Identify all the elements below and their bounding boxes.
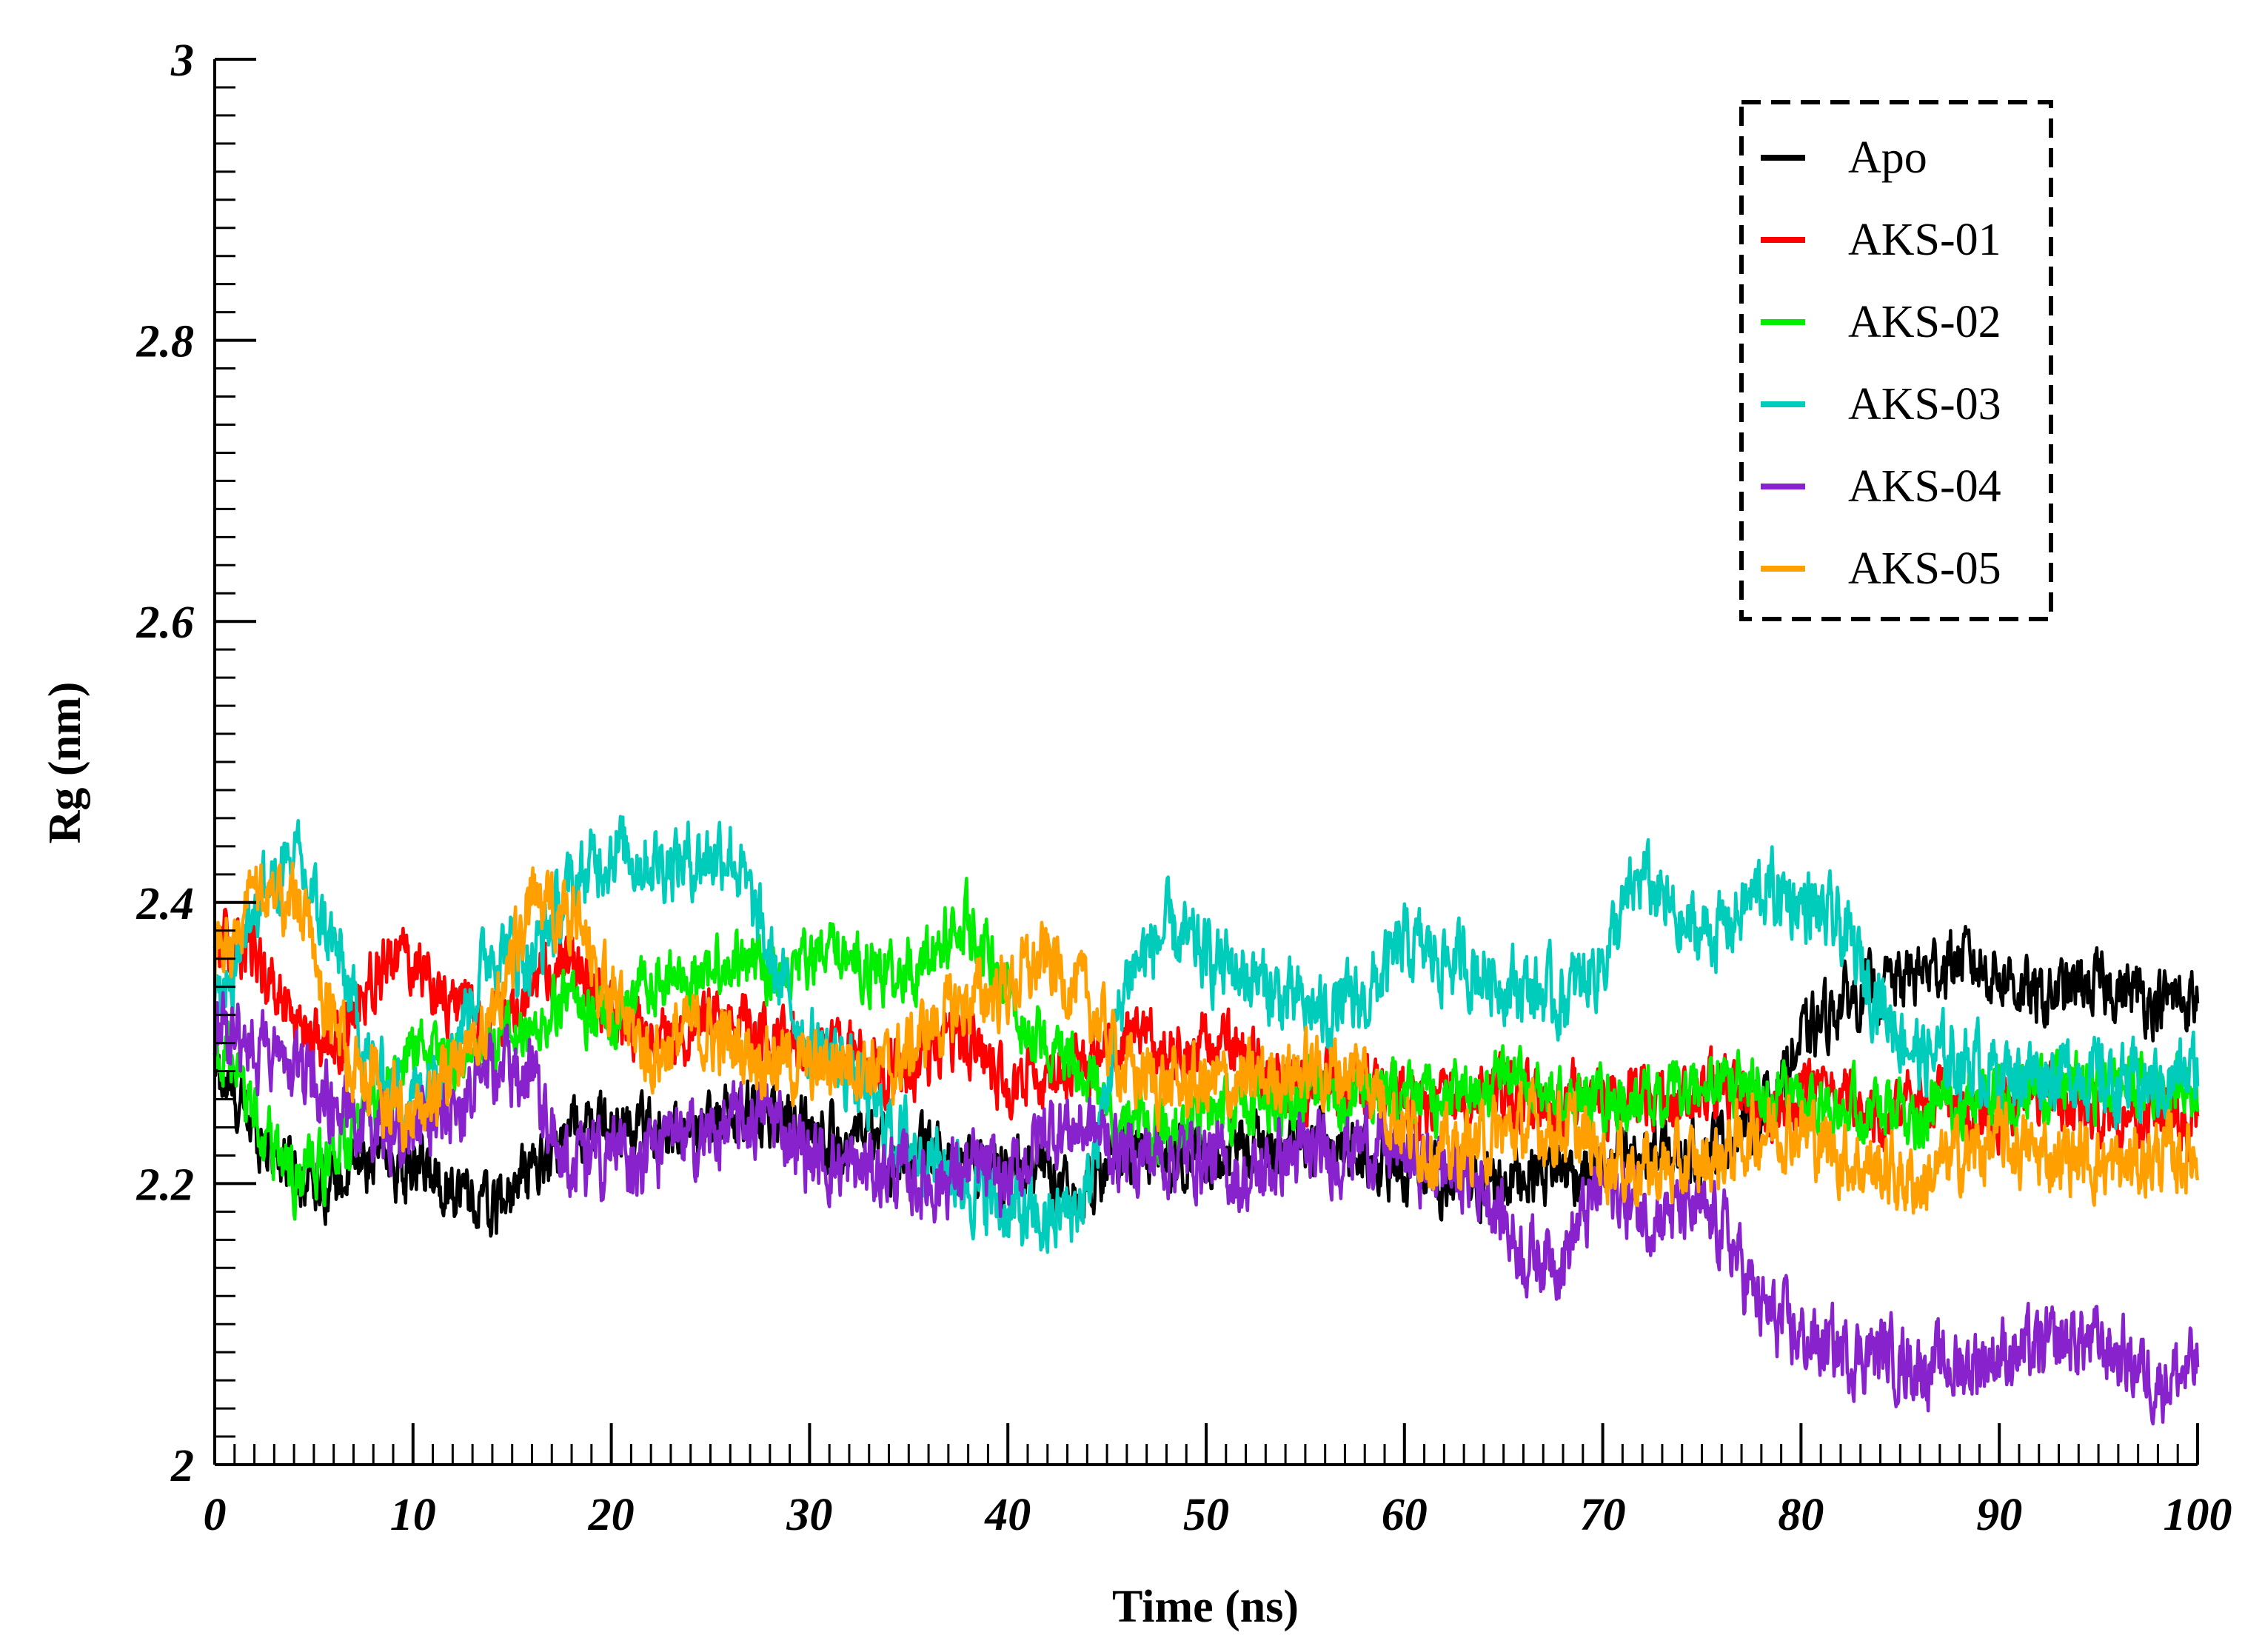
x-tick-label: 50 xyxy=(1183,1490,1229,1540)
x-tick-label: 0 xyxy=(204,1490,227,1540)
x-tick-label: 20 xyxy=(588,1490,635,1540)
y-tick-label: 2.4 xyxy=(136,879,195,929)
legend-label-aks-05: AKS-05 xyxy=(1848,544,2001,594)
legend-box xyxy=(1739,100,2053,621)
x-tick-label: 10 xyxy=(390,1490,436,1540)
x-tick-label: 90 xyxy=(1976,1490,2022,1540)
x-tick-label: 70 xyxy=(1580,1490,1626,1540)
legend-label-aks-04: AKS-04 xyxy=(1848,461,2001,512)
y-tick-label: 2.2 xyxy=(136,1160,195,1210)
y-axis-title: Rg (nm) xyxy=(40,682,90,844)
legend-label-aks-03: AKS-03 xyxy=(1848,379,2001,429)
x-tick-label: 100 xyxy=(2164,1490,2232,1540)
x-axis-title: Time (ns) xyxy=(1112,1582,1299,1632)
x-tick-label: 80 xyxy=(1778,1490,1824,1540)
axes-layer: 0 10 20 30 40 50 60 70 80 90 100 2 2.2 2.4 2.6 2.8 3 xyxy=(136,36,2232,1540)
legend-label-apo: Apo xyxy=(1848,133,1927,183)
x-tick-label: 60 xyxy=(1382,1490,1428,1540)
series-layer xyxy=(213,815,2200,1425)
legend: Apo AKS-01 AKS-02 AKS-03 AKS-04 AKS-05 xyxy=(1739,100,2053,621)
x-tick-label: 30 xyxy=(786,1490,832,1540)
x-tick-label: 40 xyxy=(984,1490,1031,1540)
y-tick-label: 2 xyxy=(170,1441,194,1491)
series-line-aks-05 xyxy=(213,861,2200,1215)
legend-label-aks-01: AKS-01 xyxy=(1848,215,2001,265)
y-tick-label: 2.6 xyxy=(136,598,195,648)
y-tick-label: 2.8 xyxy=(136,317,195,367)
y-tick-label: 3 xyxy=(170,36,194,86)
legend-label-aks-02: AKS-02 xyxy=(1848,297,2001,347)
series-line-aks-04 xyxy=(213,991,2200,1425)
